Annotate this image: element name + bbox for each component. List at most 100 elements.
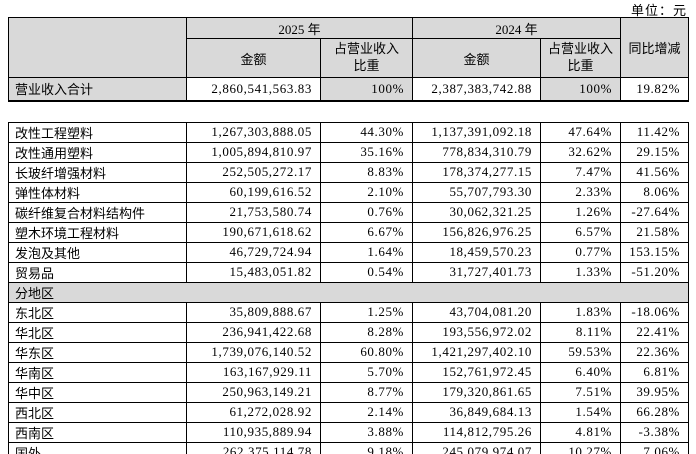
share-2024: 32.62% [540,141,621,163]
corner-cell [8,17,187,78]
amount-2025: 61,272,028.92 [186,401,321,423]
amount-2025: 1,739,076,140.52 [186,341,321,363]
header-row-years: 2025 年 2024 年 同比增减 [8,17,690,78]
row-label: 改性通用塑料 [8,141,187,163]
amount-2025: 1,267,303,888.05 [186,121,321,143]
amount-2024: 156,826,976.25 [412,221,541,243]
share-2025: 100% [319,77,414,101]
row-label: 西南区 [8,421,187,443]
share-2024-header: 占营业收入比重 [540,38,622,78]
amount-2024: 18,459,570.23 [412,241,541,263]
header-row-columns: 金额 占营业收入比重 金额 占营业收入比重 [9,38,689,78]
table-row: 西北区 61,272,028.92 2.14% 36,849,684.13 1.… [8,401,689,423]
table-row: 碳纤维复合材料结构件 21,753,580.74 0.76% 30,062,32… [8,201,689,223]
share-2024: 1.33% [540,261,621,283]
share-2025: 5.70% [320,361,413,383]
yoy-change: 153.15% [620,241,689,263]
amount-2024: 178,374,277.15 [412,161,541,183]
share-2024: 7.47% [540,161,621,183]
yoy-change: 6.81% [620,361,689,383]
share-2025: 44.30% [320,121,413,143]
amount-2025: 35,809,888.67 [186,301,321,323]
unit-label: 单位：元 [630,3,687,18]
yoy-change: -18.06% [620,301,689,323]
yoy-change: -3.38% [620,421,689,443]
share-2025: 35.16% [320,141,413,163]
share-2024: 1.26% [540,201,621,223]
share-2025: 2.10% [320,181,413,203]
share-2024: 2.33% [540,181,621,203]
share-2024: 7.51% [540,381,621,403]
share-2024: 10.27% [540,441,621,454]
share-2025: 9.18% [320,441,413,454]
amount-2025: 163,167,929.11 [186,361,321,383]
table-row: 贸易品 15,483,051.82 0.54% 31,727,401.73 1.… [8,261,689,283]
row-label: 营业收入合计 [8,77,187,101]
share-2024: 8.11% [540,321,621,343]
amount-2024: 2,387,383,742.88 [412,77,542,101]
row-label: 塑木环境工程材料 [8,221,187,243]
year-2025-header: 2025 年 [185,17,414,39]
yoy-change: 29.15% [620,141,689,163]
yoy-change: 11.42% [620,121,689,143]
yoy-change: 19.82% [620,77,690,101]
row-label: 西北区 [8,401,187,423]
share-2024: 0.77% [540,241,621,263]
yoy-change: 22.36% [620,341,689,363]
yoy-header: 同比增减 [620,17,690,78]
share-2025: 3.88% [320,421,413,443]
breakdown-table: 改性工程塑料 1,267,303,888.05 44.30% 1,137,391… [8,121,689,454]
row-label: 碳纤维复合材料结构件 [8,201,187,223]
amount-2025: 250,963,149.21 [186,381,321,403]
table-row: 塑木环境工程材料 190,671,618.62 6.67% 156,826,97… [8,221,689,243]
share-2025: 8.28% [320,321,413,343]
share-2025: 6.67% [320,221,413,243]
amount-2024: 179,320,861.65 [412,381,541,403]
amount-2025: 21,753,580.74 [186,201,321,223]
share-2024: 47.64% [540,121,621,143]
share-2024: 100% [540,77,622,101]
table-row: 弹性体材料 60,199,616.52 2.10% 55,707,793.30 … [8,181,689,203]
share-2025: 2.14% [320,401,413,423]
row-label: 弹性体材料 [8,181,187,203]
amount-2024: 778,834,310.79 [412,141,541,163]
yoy-change: -27.64% [620,201,689,223]
table-row: 改性通用塑料 1,005,894,810.97 35.16% 778,834,3… [8,141,689,163]
share-2025: 0.54% [320,261,413,283]
share-2024: 1.83% [540,301,621,323]
amount-2025: 236,941,422.68 [186,321,321,343]
amount-2025: 60,199,616.52 [186,181,321,203]
yoy-change: 39.95% [620,381,689,403]
table-row: 东北区 35,809,888.67 1.25% 43,704,081.20 1.… [8,301,689,323]
share-2024: 6.57% [540,221,621,243]
row-label: 改性工程塑料 [8,121,187,143]
share-2025: 0.76% [320,201,413,223]
share-2025: 8.77% [320,381,413,403]
amount-2025: 15,483,051.82 [186,261,321,283]
amount-2025: 46,729,724.94 [186,241,321,263]
share-2025-header: 占营业收入比重 [319,38,414,78]
amount-2025: 252,505,272.17 [186,161,321,183]
yoy-change: -51.20% [620,261,689,283]
amount-2024: 1,137,391,092.18 [412,121,541,143]
share-2025: 8.83% [320,161,413,183]
share-header-text: 占营业收入比重 [333,41,399,73]
amount-2024: 193,556,972.02 [412,321,541,343]
share-header-text: 占营业收入比重 [548,41,614,73]
row-label: 东北区 [8,301,187,323]
table-row: 华东区 1,739,076,140.52 60.80% 1,421,297,40… [8,341,689,363]
row-label: 华南区 [8,361,187,383]
amount-2024: 30,062,321.25 [412,201,541,223]
share-2024: 59.53% [540,341,621,363]
amount-2024: 55,707,793.30 [412,181,541,203]
table-row: 国外 262,375,114.78 9.18% 245,079,974.07 1… [8,441,689,454]
share-2024: 4.81% [540,421,621,443]
amount-2024: 152,761,972.45 [412,361,541,383]
amount-2024: 43,704,081.20 [412,301,541,323]
table-row: 华北区 236,941,422.68 8.28% 193,556,972.02 … [8,321,689,343]
amount-2024: 245,079,974.07 [412,441,541,454]
row-label: 长玻纤增强材料 [8,161,187,183]
table-row: 华南区 163,167,929.11 5.70% 152,761,972.45 … [8,361,689,383]
row-label: 华中区 [8,381,187,403]
amount-2025: 190,671,618.62 [186,221,321,243]
